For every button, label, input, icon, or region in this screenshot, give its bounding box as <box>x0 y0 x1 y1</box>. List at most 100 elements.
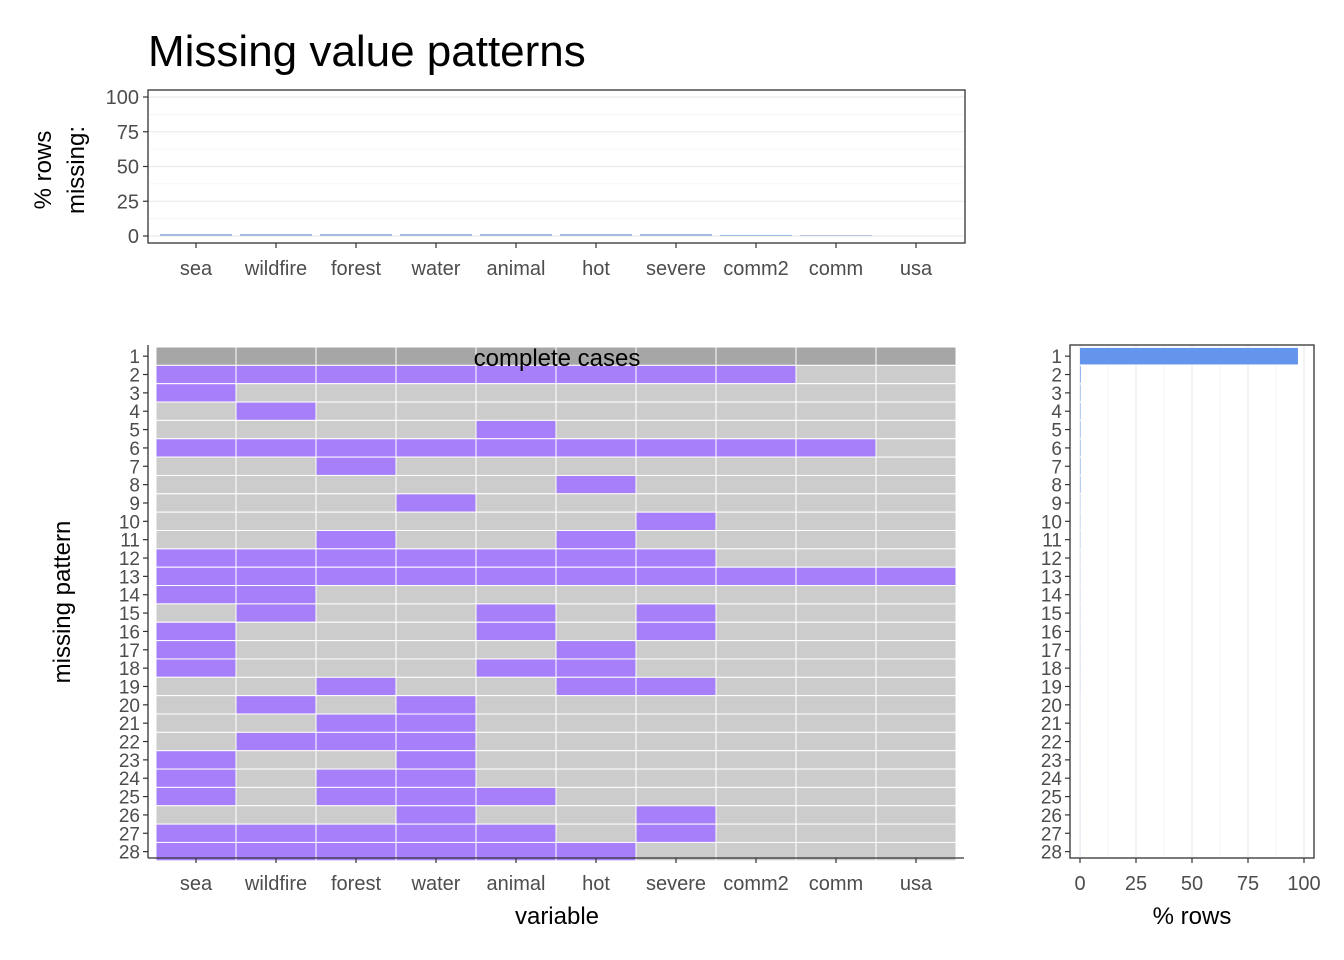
heatmap-cell-r5-sea <box>155 419 237 440</box>
heatmap-cell-r25-hot <box>555 786 637 807</box>
heatmap-cell-r3-sea <box>155 383 237 403</box>
heatmap-cell-r25-severe <box>635 786 717 807</box>
right-y-tick-label-5: 5 <box>1051 421 1062 442</box>
heatmap-cell-r7-animal <box>475 456 557 476</box>
heatmap-cell-r21-comm <box>795 713 877 733</box>
heatmap-cell-r24-water <box>395 768 477 788</box>
heatmap-cell-r25-sea <box>155 786 237 807</box>
heatmap-cell-r26-comm2 <box>715 805 797 825</box>
heatmap-cell-r24-severe <box>635 768 717 788</box>
heatmap-cell-r3-water <box>395 383 477 403</box>
heatmap-cell-r12-forest <box>315 548 397 568</box>
heatmap-cell-r27-severe <box>635 823 717 843</box>
heatmap-cell-r18-animal <box>475 658 557 678</box>
missing-pattern-heatmap-panel: complete cases 1234567891011121314151617… <box>49 345 964 930</box>
heatmap-y-tick-label-19: 19 <box>119 677 140 698</box>
heatmap-cell-r10-comm <box>795 511 877 532</box>
heatmap-cell-r2-wildfire <box>235 364 317 385</box>
heatmap-y-tick-label-13: 13 <box>119 567 140 588</box>
heatmap-cell-r15-sea <box>155 603 237 623</box>
right-x-tick-label-0: 0 <box>1074 873 1085 895</box>
heatmap-cell-r24-hot <box>555 768 637 788</box>
heatmap-cell-r9-water <box>395 493 477 513</box>
right-y-tick-label-6: 6 <box>1051 439 1062 460</box>
heatmap-cell-r26-forest <box>315 805 397 825</box>
top-bar-severe <box>640 233 712 236</box>
heatmap-cell-r14-sea <box>155 585 237 605</box>
heatmap-cell-r15-water <box>395 603 477 623</box>
heatmap-cell-r21-forest <box>315 713 397 733</box>
heatmap-cell-r16-animal <box>475 621 557 642</box>
top-y-tick-label: 25 <box>117 191 139 213</box>
heatmap-cell-r10-forest <box>315 511 397 532</box>
heatmap-cell-r10-severe <box>635 511 717 532</box>
heatmap-cell-r27-usa <box>875 823 957 843</box>
top-x-tick-label-severe: severe <box>646 258 706 280</box>
heatmap-cell-r12-water <box>395 548 477 568</box>
heatmap-y-tick-label-20: 20 <box>119 696 140 717</box>
heatmap-cell-r13-sea <box>155 566 237 587</box>
heatmap-cell-r11-water <box>395 530 477 550</box>
heatmap-cell-r4-wildfire <box>235 401 317 421</box>
heatmap-y-tick-label-10: 10 <box>119 512 140 533</box>
top-bar-animal <box>480 233 552 236</box>
heatmap-cell-r19-animal <box>475 676 557 697</box>
heatmap-cell-r5-comm <box>795 419 877 440</box>
heatmap-cell-r13-animal <box>475 566 557 587</box>
heatmap-cell-r7-water <box>395 456 477 476</box>
heatmap-cell-r11-comm2 <box>715 530 797 550</box>
heatmap-cell-r20-water <box>395 695 477 715</box>
heatmap-cell-r11-wildfire <box>235 530 317 550</box>
heatmap-y-tick-label-1: 1 <box>129 347 140 368</box>
top-x-tick-label-comm2: comm2 <box>723 258 789 280</box>
heatmap-cell-r25-usa <box>875 786 957 807</box>
heatmap-cell-r17-hot <box>555 640 637 660</box>
heatmap-cell-r17-sea <box>155 640 237 660</box>
heatmap-cell-r6-forest <box>315 438 397 458</box>
top-x-tick-label-water: water <box>411 258 461 280</box>
heatmap-y-tick-label-3: 3 <box>129 384 140 405</box>
right-y-tick-label-16: 16 <box>1041 622 1062 643</box>
heatmap-cell-r15-comm <box>795 603 877 623</box>
heatmap-cell-r21-water <box>395 713 477 733</box>
heatmap-cell-r22-severe <box>635 731 717 752</box>
heatmap-y-tick-label-21: 21 <box>119 714 140 735</box>
heatmap-cell-r9-usa <box>875 493 957 513</box>
heatmap-cell-r22-sea <box>155 731 237 752</box>
heatmap-cell-r24-usa <box>875 768 957 788</box>
heatmap-cell-r10-comm2 <box>715 511 797 532</box>
heatmap-cell-r17-wildfire <box>235 640 317 660</box>
heatmap-cell-r9-hot <box>555 493 637 513</box>
heatmap-cell-r14-forest <box>315 585 397 605</box>
right-y-tick-label-27: 27 <box>1041 824 1062 845</box>
heatmap-cell-r18-water <box>395 658 477 678</box>
heatmap-cell-r16-wildfire <box>235 621 317 642</box>
heatmap-cell-r10-hot <box>555 511 637 532</box>
heatmap-cell-r5-comm2 <box>715 419 797 440</box>
heatmap-cell-r20-sea <box>155 695 237 715</box>
heatmap-cell-r26-animal <box>475 805 557 825</box>
heatmap-cell-r3-animal <box>475 383 557 403</box>
heatmap-cell-r4-sea <box>155 401 237 421</box>
heatmap-cell-r18-comm2 <box>715 658 797 678</box>
heatmap-cell-r27-hot <box>555 823 637 843</box>
heatmap-cell-r19-severe <box>635 676 717 697</box>
heatmap-cell-r8-wildfire <box>235 474 317 495</box>
top-bar-hot <box>560 233 632 236</box>
top-x-tick-label-sea: sea <box>180 258 213 280</box>
heatmap-cell-r4-animal <box>475 401 557 421</box>
heatmap-cell-r10-animal <box>475 511 557 532</box>
heatmap-cell-r4-forest <box>315 401 397 421</box>
heatmap-cell-r8-comm <box>795 474 877 495</box>
heatmap-cell-r3-usa <box>875 383 957 403</box>
heatmap-cell-r22-usa <box>875 731 957 752</box>
heatmap-cell-r27-forest <box>315 823 397 843</box>
heatmap-cell-r6-animal <box>475 438 557 458</box>
heatmap-cell-r20-usa <box>875 695 957 715</box>
heatmap-cell-r1-sea <box>155 346 237 366</box>
heatmap-cell-r16-sea <box>155 621 237 642</box>
heatmap-cell-r8-forest <box>315 474 397 495</box>
top-x-tick-label-hot: hot <box>582 258 610 280</box>
heatmap-cell-r23-water <box>395 750 477 770</box>
right-y-tick-label-2: 2 <box>1051 366 1062 387</box>
